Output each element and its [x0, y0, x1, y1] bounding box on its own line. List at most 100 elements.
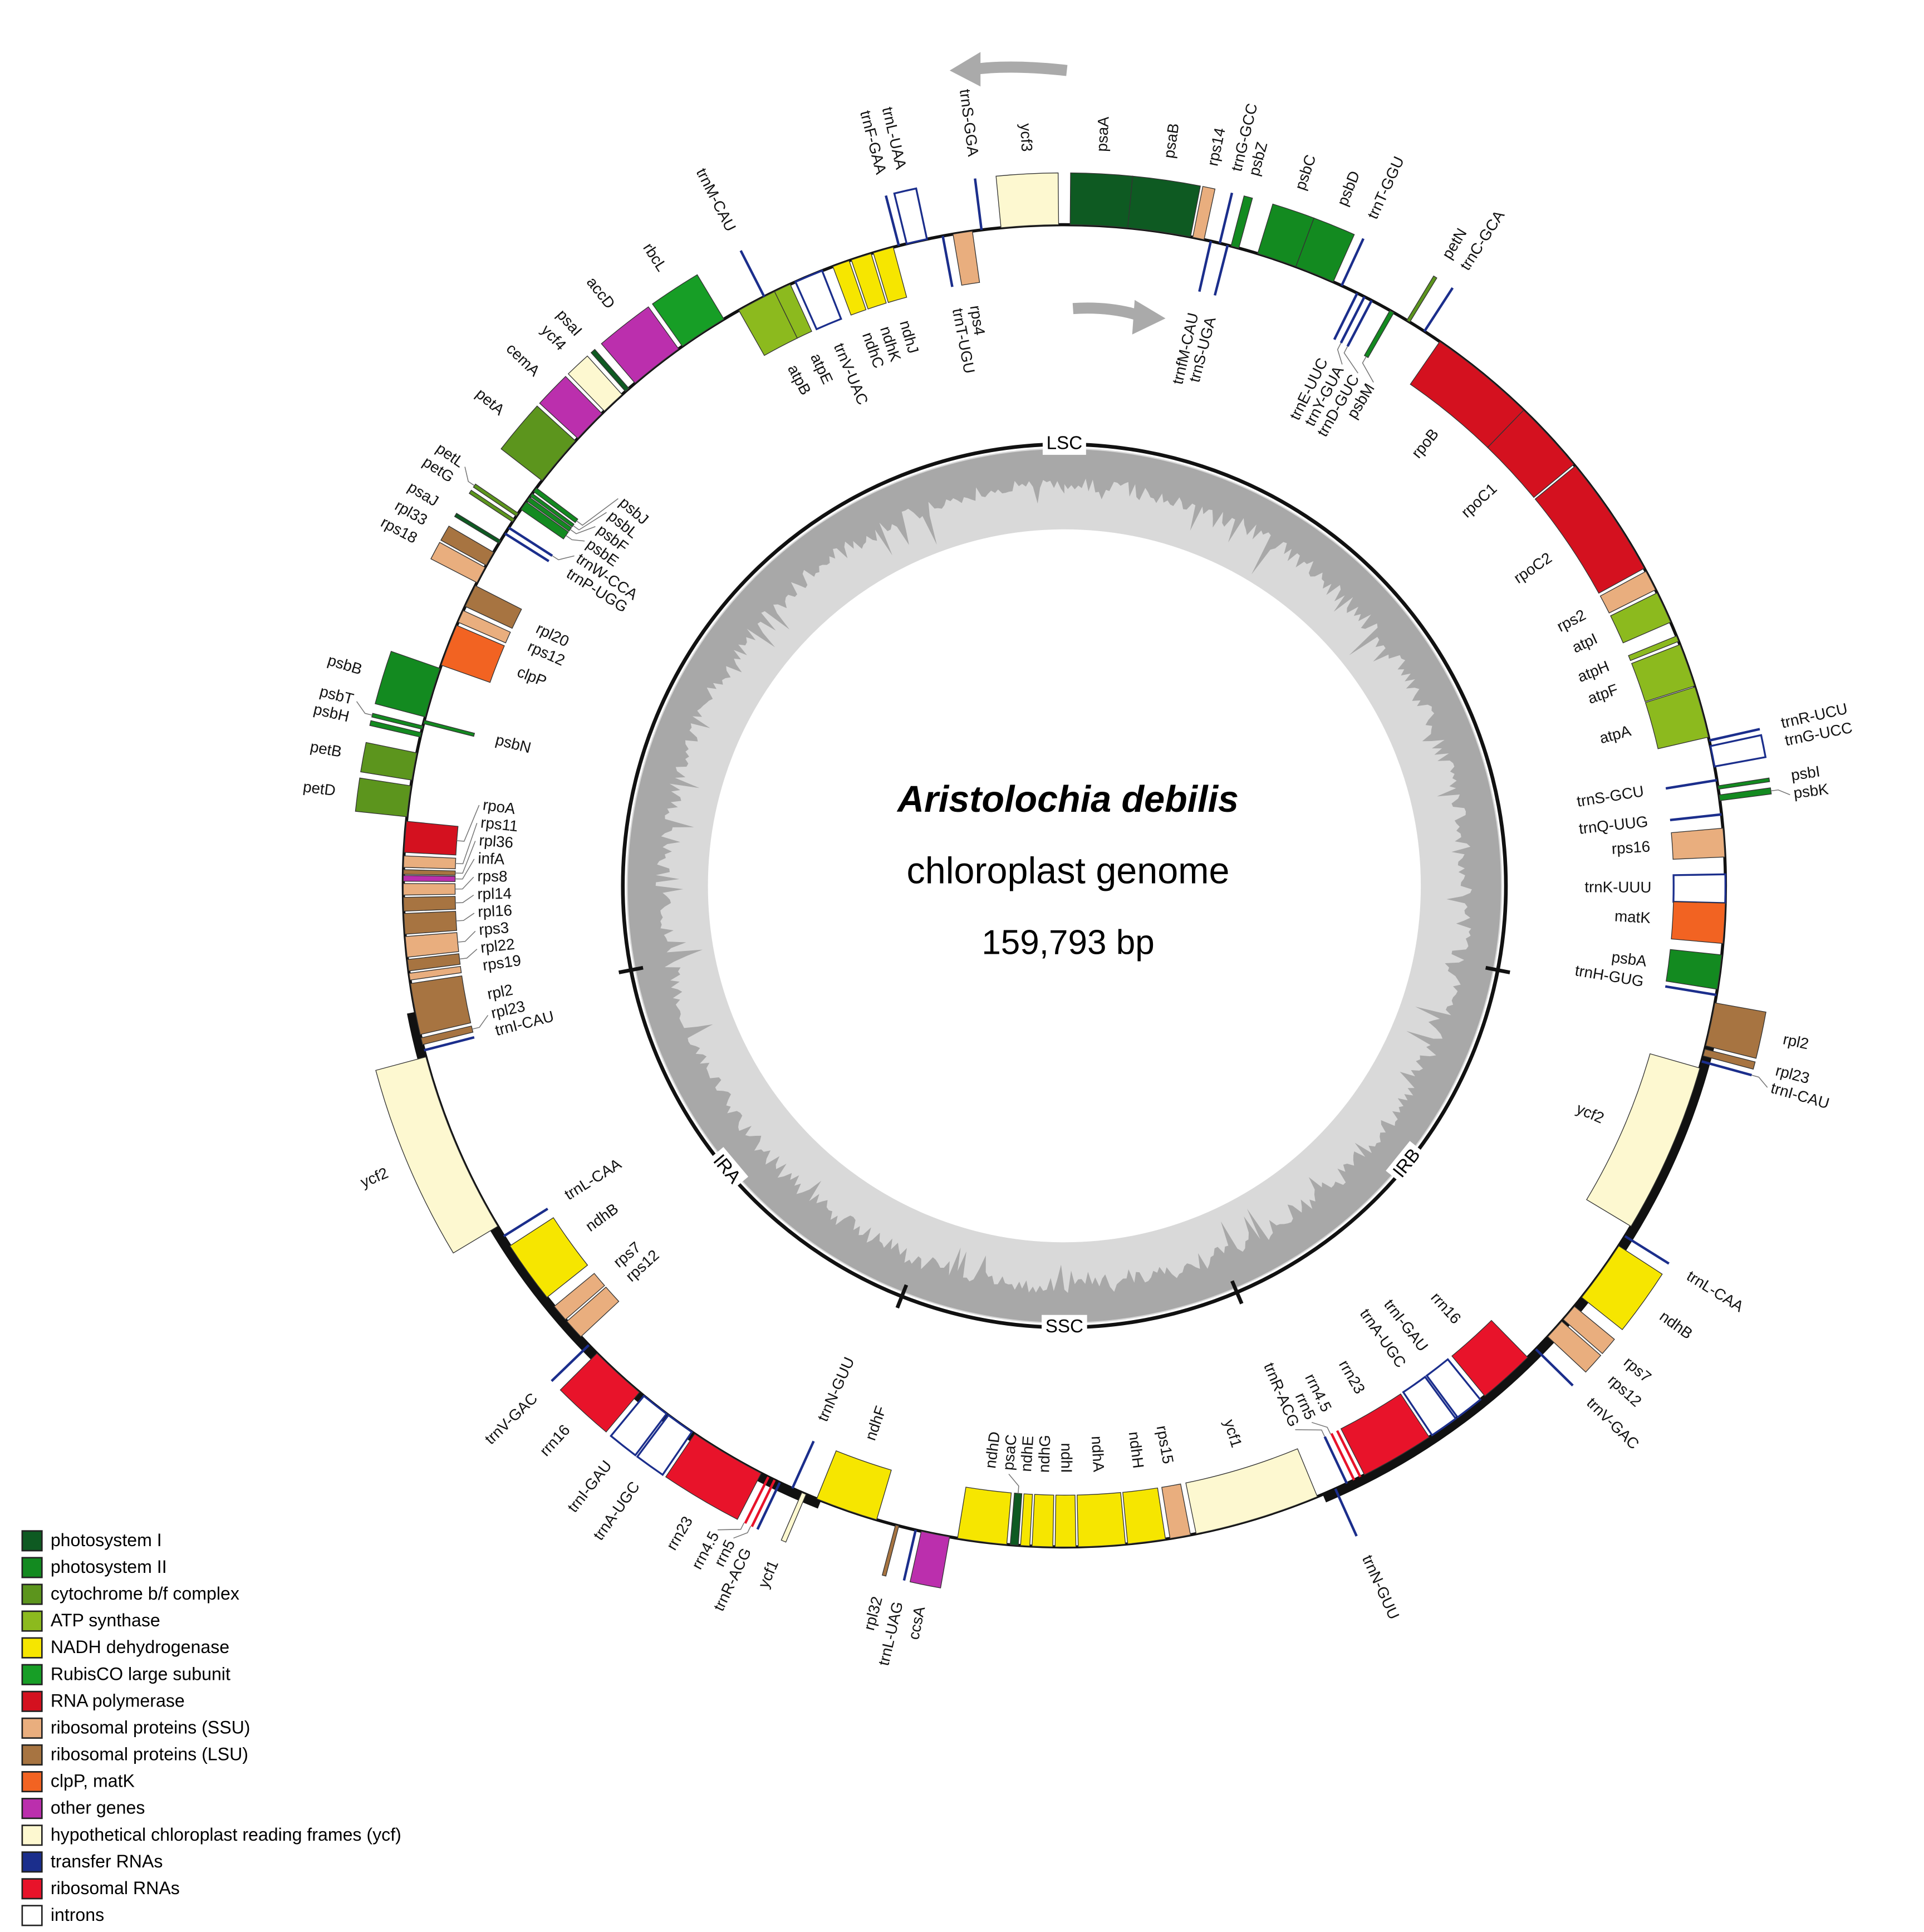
region-boundary: [618, 965, 644, 974]
gene: [665, 1433, 762, 1520]
gene: [1185, 1448, 1318, 1534]
gene: [1161, 1483, 1191, 1539]
gene-label: rpoC1: [1457, 480, 1500, 521]
gene-label: atpH: [1575, 657, 1612, 685]
gene: [360, 742, 418, 781]
gene: [526, 497, 572, 532]
label-leader: [576, 498, 619, 526]
label-leader: [1770, 789, 1790, 796]
label-leader: [552, 555, 575, 561]
gene-label: ndhB: [1657, 1307, 1696, 1342]
legend-swatch: [21, 1583, 43, 1605]
gene: [974, 178, 983, 231]
legend-label: clpP, matK: [51, 1771, 135, 1791]
gene: [1563, 1306, 1615, 1355]
gene: [1334, 1488, 1358, 1537]
gene-label: trnL-CAA: [561, 1155, 624, 1203]
gene: [1672, 873, 1726, 904]
gene-label: atpI: [1569, 630, 1600, 656]
region-boundary: [1230, 1280, 1244, 1305]
gene: [1323, 1436, 1348, 1484]
gene: [403, 855, 457, 870]
gene: [500, 405, 576, 482]
legend-swatch: [21, 1690, 43, 1712]
region-label: SSC: [1046, 1316, 1083, 1337]
gene: [559, 1352, 640, 1433]
gene: [909, 1531, 950, 1588]
gene: [1198, 241, 1213, 292]
gene: [404, 821, 459, 856]
gene: [791, 1440, 815, 1489]
gene: [652, 274, 725, 347]
label-leader: [570, 526, 596, 535]
gene-label: ndhB: [582, 1200, 622, 1235]
gene-label: trnL-CAA: [1684, 1267, 1747, 1316]
label-leader: [459, 949, 478, 960]
region: LSC: [1042, 431, 1086, 455]
legend-label: cytochrome b/f complex: [51, 1583, 239, 1604]
inverted-repeat: [1322, 1012, 1722, 1503]
gene: [504, 532, 549, 562]
gene: [1709, 728, 1760, 742]
gene: [1671, 901, 1726, 944]
gene-label: ndhF: [862, 1404, 890, 1443]
gene-label: ycf1: [1221, 1418, 1245, 1450]
gene-label: petB: [309, 738, 343, 761]
gene-label: petD: [302, 778, 337, 799]
label-leader: [472, 1014, 489, 1030]
gene-label: psbA: [1611, 948, 1648, 970]
gene-label: petA: [473, 385, 508, 419]
gene-label: trnV-GAC: [482, 1389, 541, 1448]
gene: [520, 501, 569, 540]
gene: [781, 1492, 807, 1543]
gene: [832, 260, 867, 316]
gene: [566, 1286, 620, 1337]
gene: [1624, 1235, 1670, 1265]
gene-label: atpE: [807, 351, 836, 387]
gene: [375, 1056, 498, 1254]
gene-label: rps16: [1611, 837, 1651, 857]
label-leader: [566, 535, 585, 542]
gene: [885, 195, 900, 246]
gene-label: rpoA: [482, 796, 517, 817]
direction-arrow: [1072, 302, 1143, 322]
gene: [464, 585, 522, 629]
gene-label: rpl2: [486, 981, 514, 1003]
gene: [1581, 1245, 1663, 1331]
legend-label: photosystem II: [51, 1557, 167, 1577]
gene: [508, 526, 553, 557]
gene-label: rps8: [477, 867, 507, 885]
gene-label: ndhE: [1017, 1435, 1037, 1473]
gene: [744, 1476, 770, 1524]
legend-swatch: [21, 1744, 43, 1766]
legend-label: photosystem I: [51, 1530, 162, 1550]
gene: [553, 1273, 605, 1320]
gene: [636, 1414, 694, 1477]
gene-label: rpl16: [478, 901, 513, 920]
gene-label: trnN-GUU: [1359, 1552, 1403, 1622]
gene: [1340, 238, 1365, 286]
gene: [1665, 985, 1717, 997]
gene-label: rrn16: [1427, 1289, 1464, 1327]
gene: [1425, 1358, 1482, 1419]
label-leader: [458, 930, 476, 943]
gene-label: infA: [478, 849, 505, 867]
gene: [1423, 287, 1454, 332]
gene-label: atpB: [784, 362, 814, 398]
gene-label: rpoC2: [1510, 549, 1555, 587]
label-leader: [455, 841, 476, 874]
gene: [1402, 1375, 1457, 1437]
gene: [1069, 172, 1133, 228]
gene-label: atpF: [1586, 680, 1621, 707]
label-leader: [455, 822, 478, 865]
legend-label: hypothetical chloroplast reading frames …: [51, 1825, 401, 1845]
legend-swatch: [21, 1905, 43, 1926]
gene-label: trnK-UUU: [1584, 878, 1651, 896]
gene-label: rpl36: [478, 831, 514, 851]
gene: [403, 911, 458, 935]
legend-swatch: [21, 1878, 43, 1900]
gene: [551, 1344, 590, 1382]
gene: [454, 513, 502, 544]
label-leader: [455, 876, 474, 890]
